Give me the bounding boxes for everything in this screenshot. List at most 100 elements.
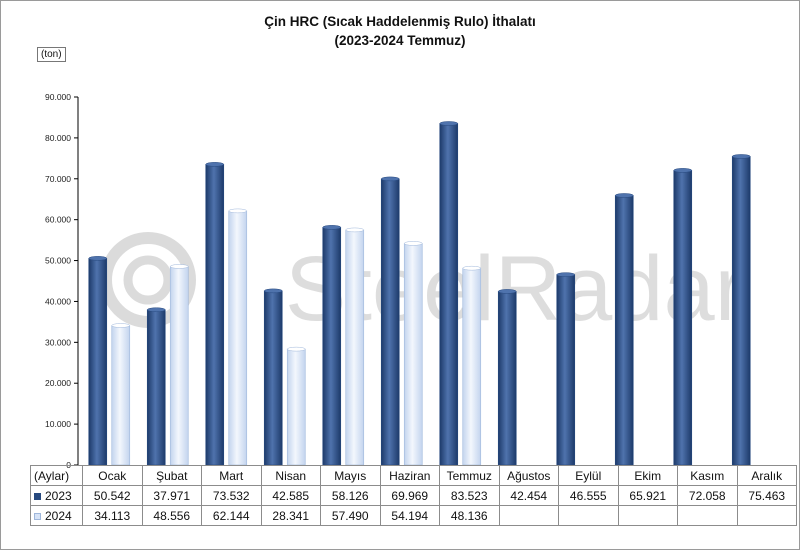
chart-title-line-2: (2023-2024 Temmuz): [334, 33, 466, 48]
table-cell-2024: 57.490: [320, 505, 381, 526]
bar-cap-2023-5: [322, 225, 341, 230]
table-cell-2024: 54.194: [379, 505, 440, 526]
bar-cap-2023-12: [732, 154, 751, 159]
bar-2024-3: [228, 210, 248, 466]
bar-cap-2023-2: [147, 307, 166, 312]
table-header-row: (Aylar) Ocak Şubat Mart Nisan Mayıs Haziran Te…: [30, 465, 797, 486]
bars-group: [88, 121, 751, 466]
table-cell-2024: [498, 505, 559, 526]
table-cell-2023: 42.454: [498, 485, 559, 506]
bar-cap-2024-1: [111, 323, 130, 328]
table-cell-2024: [617, 505, 678, 526]
bar-cap-2023-7: [439, 121, 458, 126]
y-tick-label: 50.000: [45, 256, 71, 266]
bar-2023-5: [322, 227, 342, 466]
table-cell-2023: 37.971: [141, 485, 202, 506]
bar-cap-2023-10: [615, 193, 634, 198]
table-header-cell: Şubat: [141, 465, 202, 486]
y-tick-label: 60.000: [45, 215, 71, 225]
table-cell-2024: [736, 505, 797, 526]
table-cell-2024: 48.556: [141, 505, 202, 526]
table-row-2023: 2023 50.542 37.971 73.532 42.585 58.126 69.96…: [30, 485, 797, 506]
table-row-2024: 2024 34.113 48.556 62.144 28.341 57.490 54.19…: [30, 505, 797, 526]
y-axis: 010.00020.00030.00040.00050.00060.00070.…: [45, 92, 79, 470]
table-cell-2023: 58.126: [320, 485, 381, 506]
bar-2024-1: [111, 325, 131, 466]
table-cell-2023: 72.058: [677, 485, 738, 506]
legend-swatch-2023: [34, 492, 41, 500]
table-cell-2023: 73.532: [201, 485, 262, 506]
bar-2023-6: [380, 178, 400, 466]
table-cell-2023: 46.555: [558, 485, 619, 506]
table-cell-2023: 50.542: [82, 485, 143, 506]
table-header-cell: Temmuz: [439, 465, 500, 486]
bar-cap-2024-3: [228, 208, 247, 214]
bar-cap-2024-7: [462, 265, 481, 271]
chart-title-line-1: Çin HRC (Sıcak Haddelenmiş Rulo) İthalat…: [264, 14, 536, 29]
bar-2023-9: [556, 274, 576, 466]
bar-2023-4: [263, 290, 283, 466]
table-header-cell: Ekim: [617, 465, 678, 486]
table-cell-2023: 69.969: [379, 485, 440, 506]
bar-cap-2024-5: [345, 227, 364, 233]
bar-2024-4: [286, 348, 306, 466]
table-cell-2024: [677, 505, 738, 526]
table-cell-2024: 28.341: [260, 505, 321, 526]
y-tick-label: 30.000: [45, 337, 71, 347]
table-cell-2024: 62.144: [201, 505, 262, 526]
bar-2023-2: [146, 309, 166, 466]
table-cell-2024: [558, 505, 619, 526]
table-header-cell: Aralık: [736, 465, 797, 486]
bar-2023-1: [88, 258, 108, 466]
y-tick-label: 40.000: [45, 296, 71, 306]
bar-cap-2023-8: [498, 289, 517, 294]
y-tick-label: 10.000: [45, 419, 71, 429]
y-tick-label: 90.000: [45, 92, 71, 102]
bar-cap-2023-11: [673, 168, 692, 173]
y-axis-unit: (ton): [37, 47, 66, 62]
chart-title: Çin HRC (Sıcak Haddelenmiş Rulo) İthalat…: [0, 12, 800, 50]
table-header-cell: Kasım: [677, 465, 738, 486]
table-cell-2024: 48.136: [439, 505, 500, 526]
table-header-cell: Ağustos: [498, 465, 559, 486]
bar-cap-2023-4: [264, 288, 283, 294]
bar-cap-2024-6: [404, 241, 423, 246]
bar-2024-2: [169, 266, 189, 466]
bar-cap-2023-9: [556, 272, 575, 277]
table-cell-2023: 42.585: [260, 485, 321, 506]
bar-2024-5: [345, 229, 365, 466]
legend-label-2024: 2024: [45, 508, 72, 523]
table-header-cell: Mayıs: [320, 465, 381, 486]
bar-2023-7: [439, 123, 459, 466]
y-tick-label: 80.000: [45, 133, 71, 143]
bar-cap-2023-6: [381, 176, 400, 182]
bar-cap-2023-1: [88, 256, 107, 261]
table-header-cell: Haziran: [379, 465, 440, 486]
legend-label-2023: 2023: [45, 488, 72, 503]
table-header-label: (Aylar): [30, 465, 83, 486]
legend-2023: 2023: [30, 485, 83, 506]
bar-cap-2023-3: [205, 162, 224, 167]
bar-2024-7: [462, 267, 482, 466]
bar-cap-2024-4: [287, 346, 306, 352]
bar-2023-12: [731, 156, 751, 466]
data-table: (Aylar) Ocak Şubat Mart Nisan Mayıs Haziran Te…: [30, 465, 797, 526]
table-header-cell: Eylül: [558, 465, 619, 486]
y-tick-label: 70.000: [45, 174, 71, 184]
bar-2023-8: [497, 291, 517, 466]
table-header-cell: Nisan: [260, 465, 321, 486]
bar-cap-2024-2: [170, 264, 189, 269]
table-header-cell: Mart: [201, 465, 262, 486]
table-header-cell: Ocak: [82, 465, 143, 486]
y-tick-label: 20.000: [45, 378, 71, 388]
table-cell-2023: 65.921: [617, 485, 678, 506]
bar-2023-11: [673, 170, 693, 466]
table-cell-2024: 34.113: [82, 505, 143, 526]
table-cell-2023: 83.523: [439, 485, 500, 506]
legend-2024: 2024: [30, 505, 83, 526]
bar-2023-10: [614, 195, 634, 466]
legend-swatch-2024: [34, 512, 41, 520]
bar-2024-6: [403, 243, 423, 466]
bar-2023-3: [205, 164, 225, 466]
